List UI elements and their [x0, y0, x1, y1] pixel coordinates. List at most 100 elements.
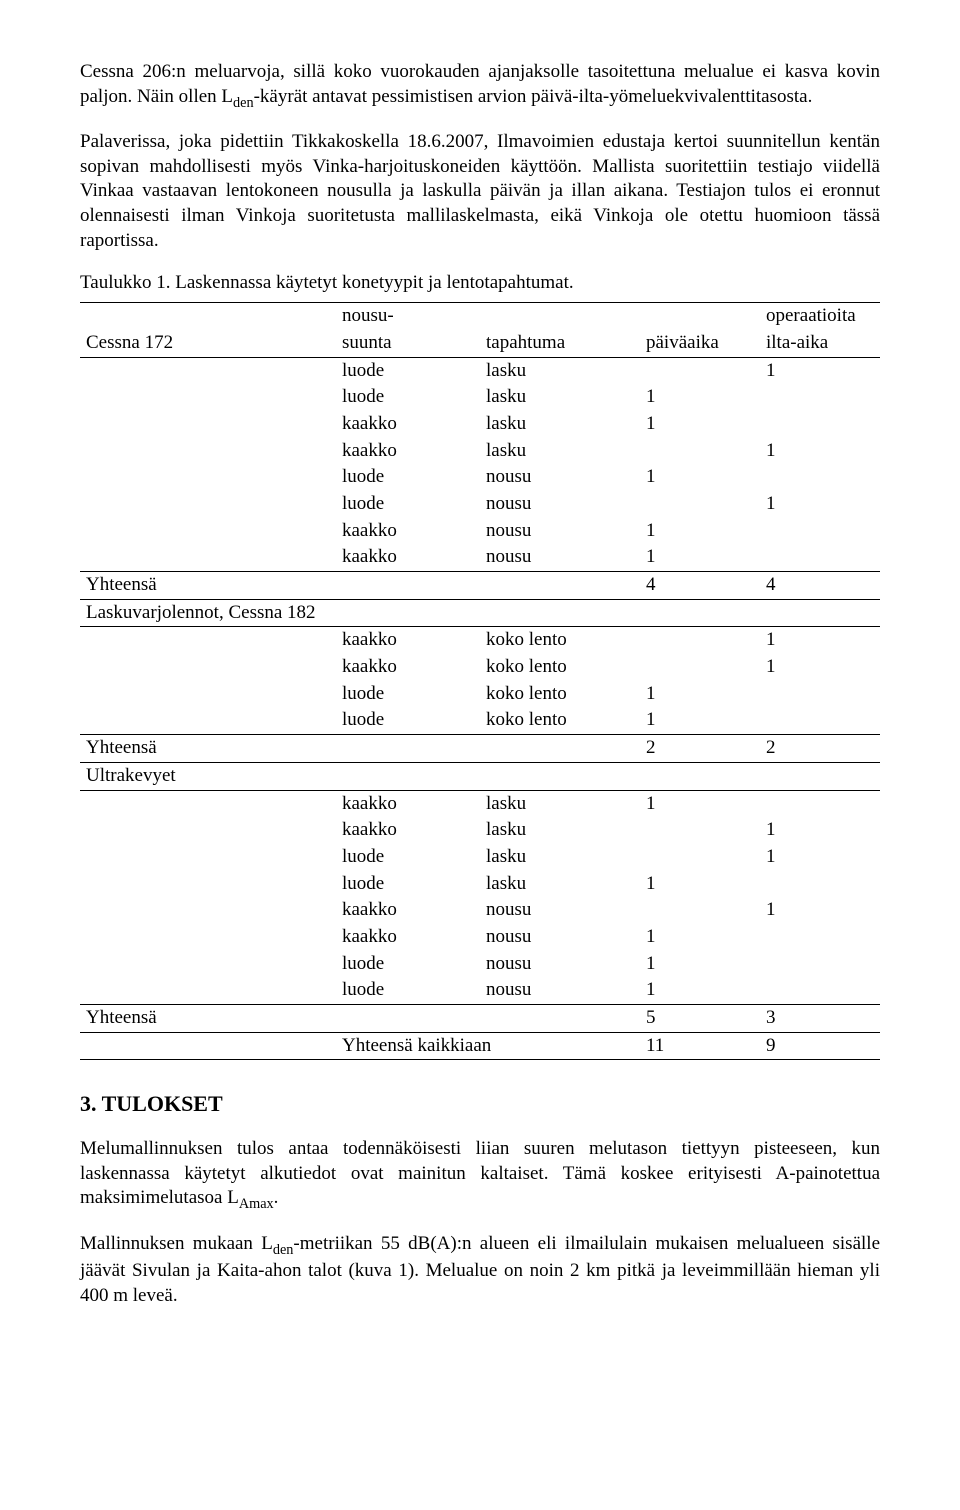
row-event: nousu: [480, 897, 640, 924]
row-evening: [760, 924, 880, 951]
row-evening: 1: [760, 627, 880, 654]
row-evening: [760, 681, 880, 708]
section-total-day: 5: [640, 1005, 760, 1033]
row-day: 1: [640, 544, 760, 571]
row-empty: [80, 977, 336, 1004]
row-day: 1: [640, 977, 760, 1004]
row-day: 1: [640, 707, 760, 734]
row-evening: [760, 790, 880, 817]
row-evening: [760, 951, 880, 978]
row-empty: [80, 897, 336, 924]
row-event: koko lento: [480, 707, 640, 734]
row-event: lasku: [480, 844, 640, 871]
row-day: 1: [640, 464, 760, 491]
total-empty: [336, 572, 480, 600]
row-evening: 1: [760, 844, 880, 871]
row-event: nousu: [480, 977, 640, 1004]
row-empty: [80, 871, 336, 898]
row-event: nousu: [480, 951, 640, 978]
row-evening: [760, 871, 880, 898]
section-total-day: 2: [640, 735, 760, 763]
row-evening: [760, 411, 880, 438]
row-empty: [80, 438, 336, 465]
header-tapahtuma: tapahtuma: [480, 330, 640, 357]
row-evening: [760, 464, 880, 491]
grand-empty: [80, 1032, 336, 1060]
row-day: 1: [640, 790, 760, 817]
row-evening: 1: [760, 654, 880, 681]
row-evening: [760, 544, 880, 571]
row-direction: luode: [336, 491, 480, 518]
total-empty: [480, 1005, 640, 1033]
row-evening: 1: [760, 438, 880, 465]
grand-total-day: 11: [640, 1032, 760, 1060]
row-day: [640, 627, 760, 654]
row-direction: luode: [336, 871, 480, 898]
section-total-evening: 3: [760, 1005, 880, 1033]
paragraph-4: Mallinnuksen mukaan Lden-metriikan 55 dB…: [80, 1232, 880, 1309]
row-evening: [760, 977, 880, 1004]
paragraph-3: Melumallinnuksen tulos antaa todennäköis…: [80, 1137, 880, 1214]
row-empty: [80, 924, 336, 951]
header-operations: operaatioita: [760, 303, 880, 330]
paragraph-2: Palaverissa, joka pidettiin Tikkakoskell…: [80, 130, 880, 253]
row-event: koko lento: [480, 681, 640, 708]
header-paivaaika: päiväaika: [640, 330, 760, 357]
header-empty: [480, 303, 640, 330]
row-direction: luode: [336, 951, 480, 978]
section-title: Laskuvarjolennot, Cessna 182: [80, 599, 880, 627]
row-empty: [80, 707, 336, 734]
row-event: lasku: [480, 817, 640, 844]
row-evening: 1: [760, 817, 880, 844]
section-total-label: Yhteensä: [80, 735, 336, 763]
header-empty: [80, 303, 336, 330]
row-event: lasku: [480, 871, 640, 898]
row-empty: [80, 411, 336, 438]
row-day: 1: [640, 384, 760, 411]
section-total-label: Yhteensä: [80, 1005, 336, 1033]
row-empty: [80, 654, 336, 681]
row-day: 1: [640, 924, 760, 951]
header-cessna172: Cessna 172: [80, 330, 336, 357]
grand-total-label: Yhteensä kaikkiaan: [336, 1032, 640, 1060]
row-direction: luode: [336, 357, 480, 384]
header-suunta: suunta: [336, 330, 480, 357]
row-direction: kaakko: [336, 924, 480, 951]
row-empty: [80, 357, 336, 384]
section-heading-results: 3. TULOKSET: [80, 1090, 880, 1119]
grand-total-evening: 9: [760, 1032, 880, 1060]
paragraph-1: Cessna 206:n meluarvoja, sillä koko vuor…: [80, 60, 880, 112]
row-direction: kaakko: [336, 518, 480, 545]
row-direction: kaakko: [336, 654, 480, 681]
total-empty: [480, 572, 640, 600]
row-event: lasku: [480, 384, 640, 411]
row-empty: [80, 518, 336, 545]
row-event: lasku: [480, 357, 640, 384]
aircraft-operations-table: nousu-operaatioitaCessna 172suuntatapaht…: [80, 302, 880, 1060]
row-event: nousu: [480, 924, 640, 951]
row-direction: luode: [336, 464, 480, 491]
section-title: Ultrakevyet: [80, 762, 880, 790]
row-direction: kaakko: [336, 438, 480, 465]
row-event: nousu: [480, 544, 640, 571]
row-empty: [80, 464, 336, 491]
total-empty: [336, 735, 480, 763]
row-direction: kaakko: [336, 897, 480, 924]
row-direction: kaakko: [336, 790, 480, 817]
section-total-evening: 4: [760, 572, 880, 600]
row-empty: [80, 790, 336, 817]
row-day: 1: [640, 951, 760, 978]
row-day: [640, 438, 760, 465]
row-event: lasku: [480, 411, 640, 438]
row-event: koko lento: [480, 627, 640, 654]
row-empty: [80, 491, 336, 518]
row-evening: 1: [760, 897, 880, 924]
row-day: [640, 844, 760, 871]
row-event: koko lento: [480, 654, 640, 681]
row-empty: [80, 544, 336, 571]
total-empty: [480, 735, 640, 763]
row-empty: [80, 681, 336, 708]
row-empty: [80, 844, 336, 871]
row-direction: kaakko: [336, 627, 480, 654]
row-empty: [80, 951, 336, 978]
